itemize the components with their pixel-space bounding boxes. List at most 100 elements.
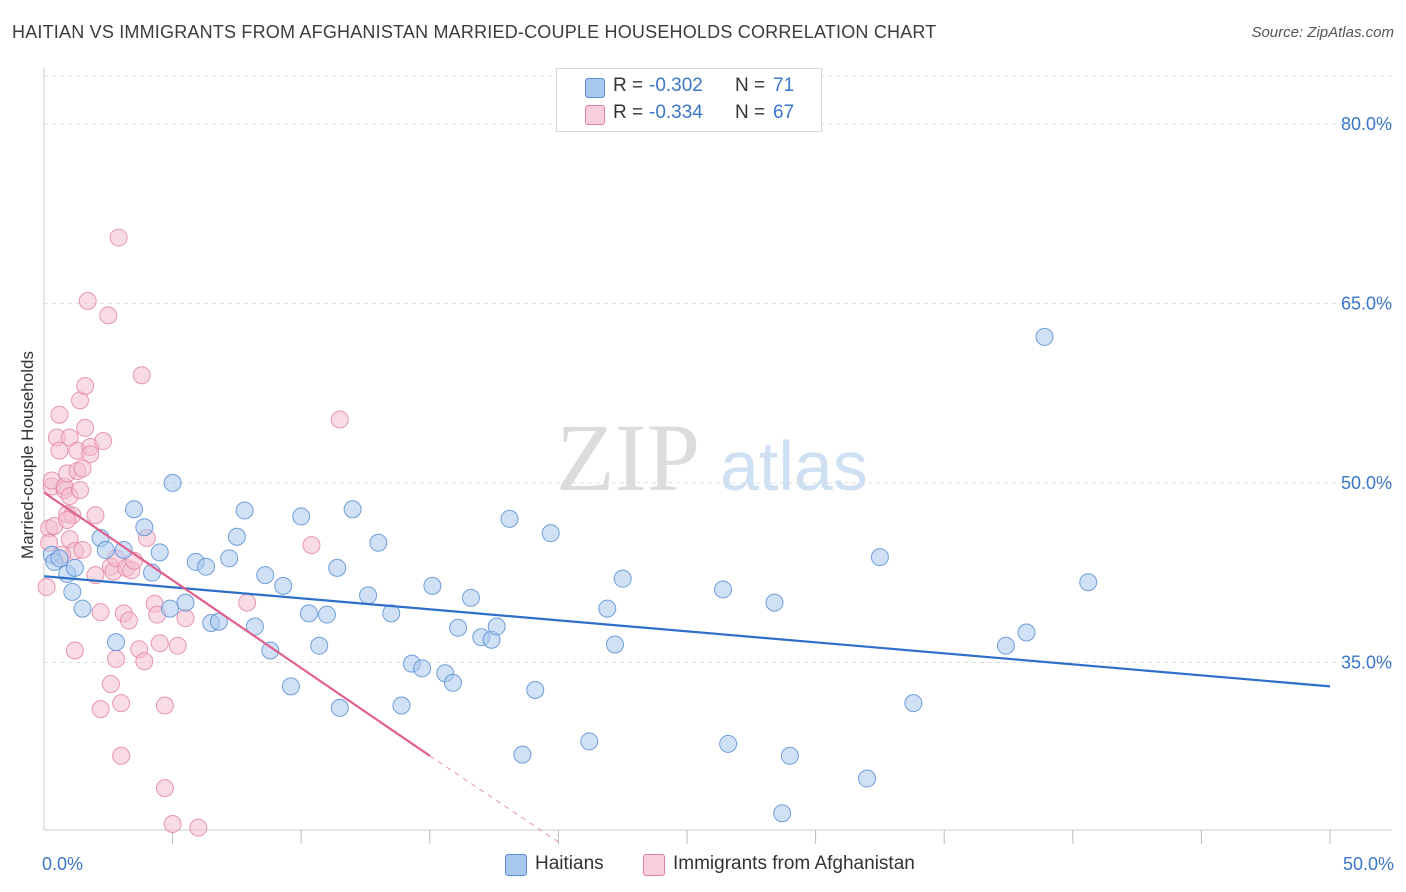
- haitians-point: [317, 605, 336, 624]
- source-credit: Source: ZipAtlas.com: [1251, 24, 1394, 41]
- x-tick-label: 0.0%: [42, 854, 83, 874]
- haitians-point: [461, 588, 480, 607]
- afghanistan-point: [109, 228, 128, 247]
- haitians-point: [227, 527, 246, 546]
- afghanistan-point: [71, 481, 90, 500]
- haitians-point: [50, 549, 69, 568]
- tick-labels: 80.0% 65.0% 50.0% 35.0% 0.0% 50.0%: [42, 114, 1394, 874]
- axes: [43, 68, 1392, 844]
- afghanistan-point: [163, 815, 182, 834]
- n-label: N =: [735, 102, 766, 123]
- afghanistan-point: [112, 694, 131, 713]
- afghanistan-point: [168, 636, 187, 655]
- afghanistan-point: [78, 292, 97, 311]
- afghanistan-point: [155, 779, 174, 798]
- haitians-point: [1017, 623, 1036, 642]
- r-value: -0.302: [649, 75, 703, 96]
- haitians-point: [107, 633, 126, 652]
- haitians-point: [343, 500, 362, 519]
- haitians-point: [220, 549, 239, 568]
- afghanistan-point: [107, 649, 126, 668]
- afghanistan-point: [330, 410, 349, 429]
- chart-legend: Haitians Immigrants from Afghanistan: [0, 852, 1406, 878]
- haitians-point: [996, 636, 1015, 655]
- haitians-point: [858, 769, 877, 788]
- afghanistan-point: [150, 634, 169, 653]
- haitians-point: [197, 557, 216, 576]
- haitians-point: [299, 604, 318, 623]
- gridlines: [44, 75, 1392, 663]
- y-tick-label: 50.0%: [1341, 473, 1392, 493]
- afghanistan-trend-line: [43, 491, 431, 757]
- haitians-point: [256, 566, 275, 585]
- haitians-point: [423, 576, 442, 595]
- afghanistan-point: [81, 445, 100, 464]
- haitians-point: [765, 593, 784, 612]
- afghanistan-point: [91, 700, 110, 719]
- haitians-point: [392, 696, 411, 715]
- haitians-point: [1035, 327, 1054, 346]
- haitians-point: [487, 617, 506, 636]
- watermark-atlas: atlas: [720, 427, 868, 505]
- haitians-point: [125, 500, 144, 519]
- haitians-point: [580, 732, 599, 751]
- haitians-point: [274, 576, 293, 595]
- haitians-point: [500, 509, 519, 528]
- watermark-zip: ZIP: [556, 404, 700, 511]
- haitians-point: [150, 543, 169, 562]
- haitians-point: [714, 580, 733, 599]
- series-afghanistan-points: [37, 228, 349, 837]
- afghanistan-point: [132, 366, 151, 385]
- haitians-point: [163, 473, 182, 492]
- afghanistan-swatch: [585, 105, 605, 125]
- afghanistan-point: [99, 306, 118, 325]
- haitians-point: [369, 533, 388, 552]
- afghanistan-point: [155, 696, 174, 715]
- afghanistan-point: [94, 432, 113, 451]
- haitians-point: [1079, 573, 1098, 592]
- haitians-point: [114, 540, 133, 559]
- haitians-point: [73, 599, 92, 618]
- haitians-point: [382, 604, 401, 623]
- afghanistan-legend-swatch: [643, 854, 665, 876]
- y-tick-label: 65.0%: [1341, 293, 1392, 313]
- r-label: R =: [613, 102, 644, 123]
- haitians-point: [513, 745, 532, 764]
- afghanistan-point: [65, 641, 84, 660]
- haitians-point: [65, 558, 84, 577]
- afghanistan-point: [91, 603, 110, 622]
- series-haitians-points: [42, 327, 1098, 823]
- afghanistan-point: [76, 376, 95, 395]
- n-value: 67: [773, 102, 795, 123]
- afghanistan-point: [58, 511, 77, 530]
- legend-label: Haitians: [535, 853, 604, 874]
- y-tick-label: 35.0%: [1341, 652, 1392, 672]
- haitians-point: [359, 586, 378, 605]
- haitians-point: [209, 612, 228, 631]
- x-tick-label: 50.0%: [1343, 854, 1394, 874]
- haitians-point: [870, 548, 889, 567]
- haitians-point: [443, 673, 462, 692]
- watermark: ZIP atlas: [556, 404, 868, 511]
- haitians-point: [235, 501, 254, 520]
- y-tick-label: 80.0%: [1341, 114, 1392, 134]
- haitians-point: [541, 524, 560, 543]
- haitians-point: [719, 734, 738, 753]
- haitians-point: [773, 804, 792, 823]
- n-label: N =: [735, 75, 766, 96]
- chart-title: HAITIAN VS IMMIGRANTS FROM AFGHANISTAN M…: [12, 22, 937, 42]
- afghanistan-point: [73, 540, 92, 559]
- afghanistan-point: [60, 428, 79, 447]
- haitians-point: [261, 641, 280, 660]
- afghanistan-point: [189, 818, 208, 837]
- r-value: -0.334: [649, 102, 703, 123]
- haitians-point: [328, 558, 347, 577]
- correlation-stats-box: R = -0.302 N = 71 R = -0.334 N = 67: [556, 68, 822, 132]
- haitians-point: [780, 746, 799, 765]
- haitians-point: [330, 698, 349, 717]
- haitians-point: [605, 635, 624, 654]
- haitians-point: [613, 569, 632, 588]
- afghanistan-point: [50, 405, 69, 424]
- haitians-point: [598, 599, 617, 618]
